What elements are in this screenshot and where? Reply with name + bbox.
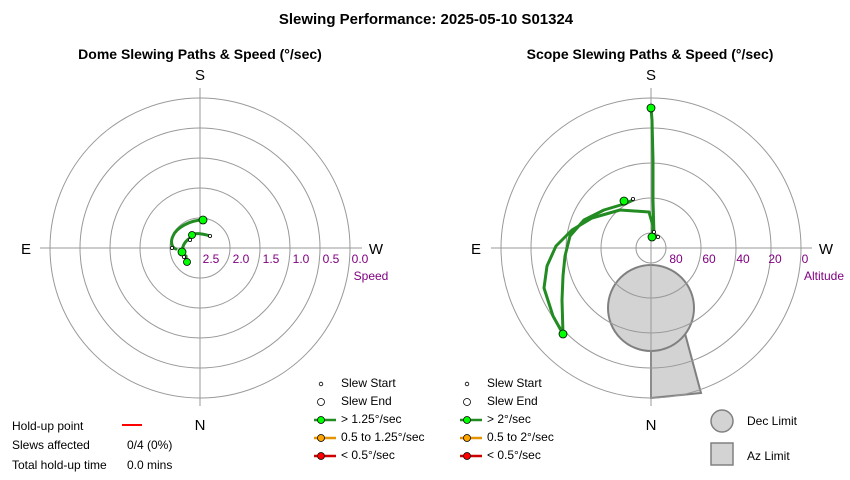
legend-label: 0.5 to 1.25°/sec [341,430,425,444]
scope-slew-end-point [619,196,629,206]
legend-slew-end-marker [463,398,471,406]
dome-tick-label: 0.5 [323,252,340,266]
scope-slew-start-point [631,196,636,201]
scope-limits [607,264,703,400]
dome-slew-end-point [198,215,208,225]
legend-label: < 0.5°/sec [341,448,395,462]
legend-slow-marker [463,452,471,460]
scope-label-s: S [646,67,656,84]
slews-affected-label: Slews affected [12,438,90,452]
scope-tick-label: 60 [702,252,716,266]
dome-tick-label: 0.0 [352,252,369,266]
legend-label: Slew Start [341,376,396,390]
scope-slew-start-point [652,229,657,234]
legend-label: > 2°/sec [487,412,531,426]
legend-slew-end-marker [317,398,325,406]
legend-slow-marker [317,452,325,460]
scope-altitude-ticks: 80 60 40 20 0 Altitude [669,252,844,283]
limits-legend: Dec Limit Az Limit [710,409,798,466]
dome-slew-start-point [207,233,212,238]
scope-tick-label: 80 [669,252,683,266]
scope-label-n: N [646,417,657,434]
scope-slew-path [560,198,634,335]
dome-slew-start-point [187,237,192,242]
slews-affected-value: 0/4 (0%) [127,438,172,452]
legend-label: < 0.5°/sec [487,448,541,462]
dome-tick-label: 1.5 [263,252,280,266]
scope-title: Scope Slewing Paths & Speed (°/sec) [527,46,774,62]
legend-label: Slew End [341,394,392,408]
dome-slew-end-point [183,258,191,266]
legend-slew-start-marker [464,381,470,387]
dome-label-s: S [195,67,205,84]
scope-slew-end-point [647,232,657,242]
scope-slew-end-point [646,103,656,113]
az-limit-label: Az Limit [747,449,790,463]
dome-slew-start-point [181,254,186,259]
dec-limit-label: Dec Limit [747,414,798,428]
scope-tick-label: 20 [768,252,782,266]
dome-title: Dome Slewing Paths & Speed (°/sec) [78,46,322,62]
holdup-time-label: Total hold-up time [12,458,107,472]
holdup-point-label: Hold-up point [12,419,84,433]
legend-label: Slew End [487,394,538,408]
scope-slew-points [558,103,661,339]
dome-polar-grid [40,88,362,406]
legend-fast-marker [463,416,471,424]
legend-fast-marker [317,416,325,424]
dome-tick-label: 1.0 [293,252,310,266]
scope-slew-end-point [558,329,568,339]
scope-tick-label: 40 [736,252,750,266]
scope-axis-label: Altitude [804,269,844,283]
legend-medium-marker [463,434,471,442]
legend-label: Slew Start [487,376,542,390]
dome-legend: Slew Start Slew End > 1.25°/sec 0.5 to 1… [314,376,425,462]
dome-slew-end-point [188,231,196,239]
dome-speed-ticks: 2.5 2.0 1.5 1.0 0.5 0.0 Speed [203,252,389,283]
scope-slew-start-point [656,234,661,239]
scope-label-w: W [819,241,834,258]
dome-tick-label: 2.5 [203,252,220,266]
dome-slew-points [169,215,212,266]
legend-label: 0.5 to 2°/sec [487,430,554,444]
dome-axis-label: Speed [354,269,389,283]
az-limit-swatch [710,442,734,466]
dome-slew-start-point [169,245,174,250]
legend-label: > 1.25°/sec [341,412,402,426]
scope-tick-label: 0 [802,252,809,266]
figure-title: Slewing Performance: 2025-05-10 S01324 [279,11,574,28]
dome-label-w: W [369,241,384,258]
legend-slew-start-marker [318,381,324,387]
scope-slew-path [542,208,655,335]
holdup-info: Hold-up point Slews affected 0/4 (0%) To… [12,419,172,472]
dome-label-e: E [21,241,31,258]
dome-slew-end-point [177,247,187,257]
scope-legend: Slew Start Slew End > 2°/sec 0.5 to 2°/s… [460,376,554,462]
legend-medium-marker [317,434,325,442]
dome-label-n: N [195,417,206,434]
holdup-time-value: 0.0 mins [127,458,172,472]
dome-tick-label: 2.0 [233,252,250,266]
dec-limit-swatch [710,409,734,433]
scope-label-e: E [471,241,481,258]
